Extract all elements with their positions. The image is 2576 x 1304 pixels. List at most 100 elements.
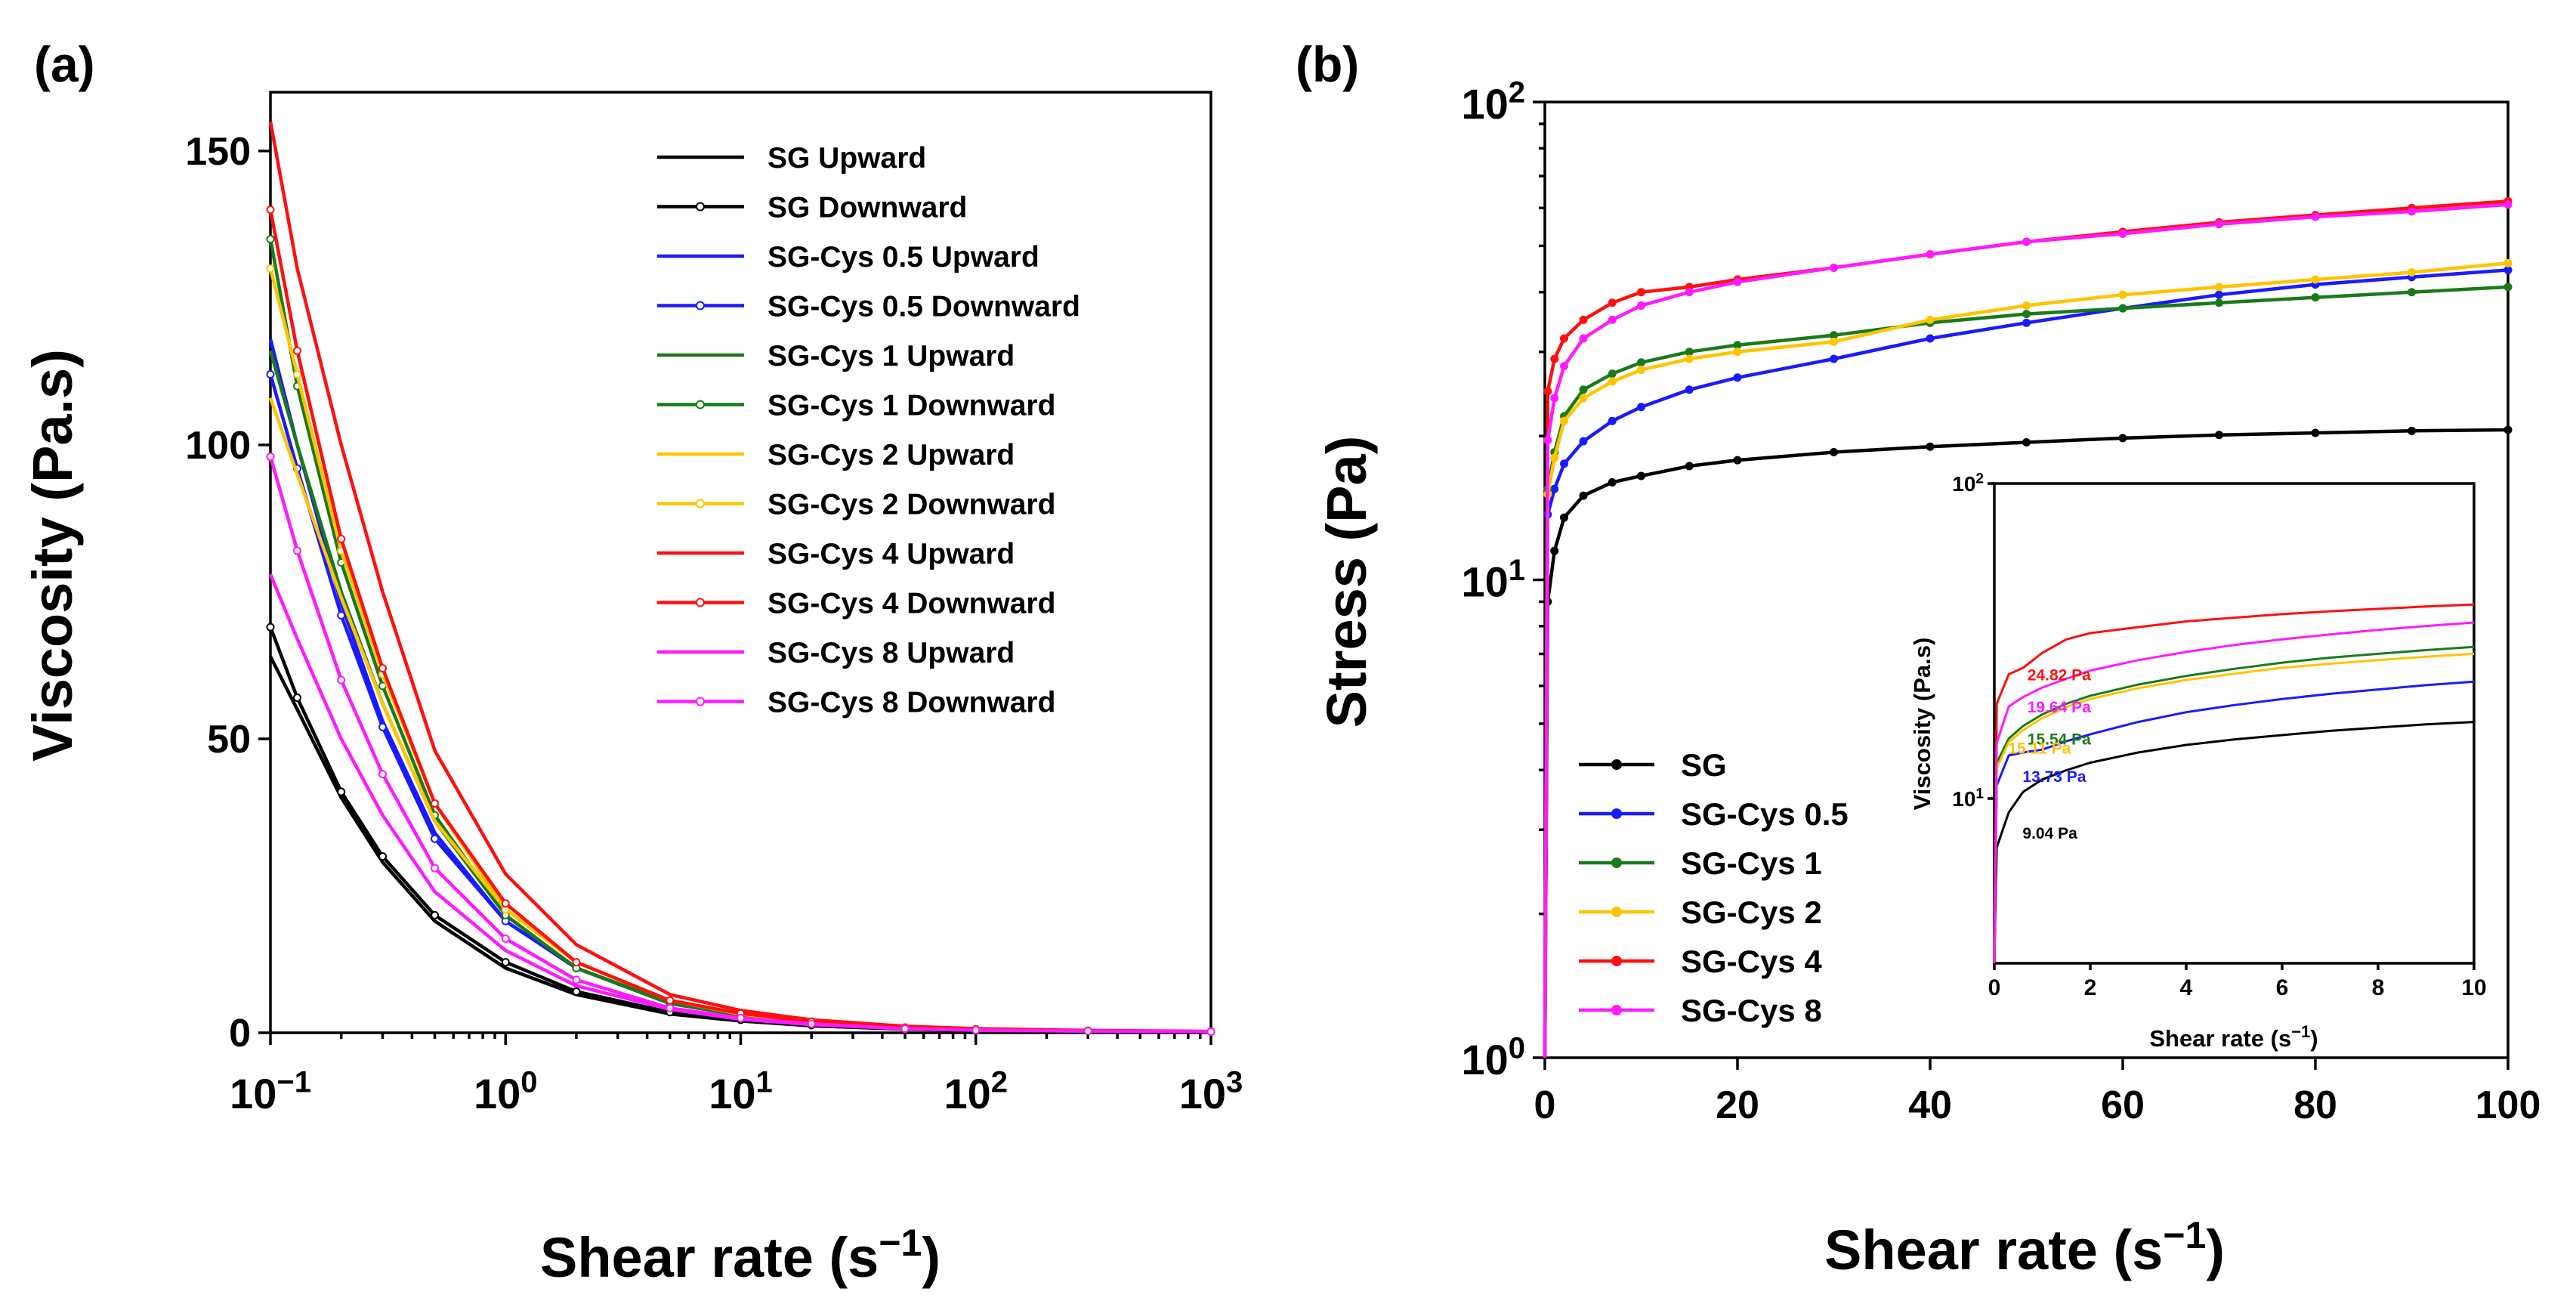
legend-label-sg-cys-8: SG-Cys 8: [1681, 993, 1822, 1028]
panel-a-x-tick-label: 100: [474, 1066, 538, 1117]
panel-a-y-tick-label: 150: [185, 130, 251, 174]
inset-y-tick-label: 101: [1952, 786, 1984, 811]
panel-b-y-tick-label: 102: [1461, 76, 1525, 128]
point-sg-cys-0-5: [2503, 265, 2513, 274]
point-sg-cys-1: [2022, 310, 2031, 319]
series-sg-cys-4-downward: [268, 209, 1212, 1034]
series-sg-cys-1-downward: [268, 239, 1212, 1034]
point-sg-cys-2: [2408, 268, 2416, 277]
panel-a-y-tick-label: 50: [207, 718, 251, 762]
panel-a-x-tick-label: 101: [709, 1066, 773, 1117]
point-sg: [1926, 442, 1935, 451]
point-sg-cys-0-5-downward: [431, 834, 440, 843]
point-sg-downward: [266, 623, 275, 632]
panel-a-x-tick-label: 103: [1179, 1066, 1243, 1117]
point-sg-cys-2: [2311, 275, 2320, 284]
point-sg: [1733, 456, 1742, 465]
legend-marker-sg-cys-2-downward: [696, 499, 705, 508]
legend-label-sg-cys-1-upward: SG-Cys 1 Upward: [768, 340, 1015, 372]
point-sg-cys-2-downward: [292, 370, 301, 379]
point-sg: [2215, 431, 2223, 440]
inset-plot-frame: [1993, 482, 2476, 965]
point-sg-cys-8: [1550, 394, 1559, 403]
point-sg-cys-0-5: [1560, 459, 1568, 468]
point-sg-cys-0-5: [1608, 416, 1617, 425]
point-sg-cys-2: [2215, 283, 2223, 292]
inset-y-tick-label: 102: [1952, 471, 1984, 496]
point-sg-cys-0-5: [1685, 385, 1694, 394]
panel-b-y-tick-label: 100: [1461, 1032, 1525, 1083]
point-sg-cys-8: [1830, 263, 1838, 272]
inset-series-sg-cys-2: [1993, 652, 2475, 964]
inset-series-sg-cys-4: [1993, 603, 2475, 964]
point-sg: [2118, 434, 2127, 443]
point-sg-cys-8: [1926, 250, 1935, 259]
point-sg-cys-8: [2503, 200, 2513, 209]
panel-a-legend: SG Upward SG Downward SG-Cys 0.5 Upward SG-…: [657, 142, 1080, 719]
point-sg-cys-4-downward: [431, 799, 440, 808]
panel-b-x-tick-label: 40: [1908, 1083, 1952, 1127]
panel-b-series: [1543, 196, 2513, 1058]
point-sg-cys-2: [1579, 394, 1588, 403]
point-sg-cys-4: [1560, 334, 1568, 343]
point-sg-cys-4-downward: [572, 958, 581, 967]
legend-label-sg-cys-1: SG-Cys 1: [1681, 845, 1822, 881]
point-sg-cys-0-5: [1550, 484, 1559, 493]
legend-marker-sg-cys-8-downward: [696, 697, 705, 706]
legend-marker-sg-cys-1: [1611, 857, 1622, 868]
inset-annotation: 19.64 Pa: [2028, 699, 2091, 716]
point-sg-cys-8: [1560, 362, 1568, 371]
inset-series: [1993, 603, 2475, 964]
point-sg-cys-4: [1579, 315, 1588, 324]
point-sg-cys-4-downward: [501, 899, 510, 908]
panel-a-x-tick-label: 10−1: [230, 1066, 311, 1117]
legend-marker-sg-cys-0-5: [1611, 808, 1622, 819]
point-sg-cys-4-downward: [378, 664, 388, 673]
legend-label-sg-cys-8-downward: SG-Cys 8 Downward: [768, 687, 1055, 719]
point-sg-cys-1: [2215, 298, 2223, 307]
point-sg-cys-8: [1543, 436, 1552, 445]
point-sg-cys-4: [1637, 288, 1645, 297]
point-sg-cys-0-5: [1579, 437, 1588, 446]
point-sg-downward: [292, 693, 301, 702]
legend-marker-sg-cys-4: [1611, 956, 1622, 966]
panel-b-x-tick-label: 100: [2476, 1083, 2541, 1127]
panel-b-x-tick-label: 0: [1534, 1083, 1556, 1127]
point-sg: [1550, 546, 1559, 555]
legend-marker-sg-cys-2: [1611, 907, 1622, 917]
legend-label-sg-cys-2-downward: SG-Cys 2 Downward: [768, 489, 1055, 521]
point-sg-cys-8-downward: [572, 975, 581, 984]
point-sg-cys-2-downward: [266, 264, 275, 273]
point-sg-cys-8: [1637, 301, 1645, 310]
point-sg-cys-4: [1608, 298, 1617, 307]
point-sg-cys-2: [1637, 366, 1645, 375]
panel-b-x-tick-label: 80: [2293, 1083, 2337, 1127]
point-sg-cys-1: [1579, 385, 1588, 394]
point-sg-cys-2: [1550, 453, 1559, 462]
legend-marker-sg-cys-1-downward: [696, 400, 705, 409]
series-sg-upward: [268, 655, 1212, 1034]
point-sg-cys-8: [1608, 315, 1617, 324]
point-sg: [1685, 462, 1694, 471]
inset-x-tick-label: 6: [2276, 975, 2289, 1000]
inset-series-sg-cys-0-5: [1993, 680, 2475, 964]
point-sg-cys-8-downward: [971, 1025, 981, 1034]
inset-annotation: 24.82 Pa: [2028, 666, 2091, 684]
panel-a-x-axis-title: Shear rate (s−1): [540, 1222, 941, 1289]
point-sg-cys-1: [1685, 348, 1694, 357]
legend-marker-sg-cys-4-downward: [696, 598, 705, 607]
legend-label-sg: SG: [1681, 747, 1727, 783]
legend-label-sg-cys-0-5-upward: SG-Cys 0.5 Upward: [768, 241, 1039, 273]
point-sg: [2311, 428, 2320, 437]
panel-a-series: [266, 121, 1215, 1036]
panel-a-y-tick-label: 0: [229, 1012, 251, 1055]
point-sg-cys-0-5: [1733, 373, 1742, 382]
point-sg-cys-8: [2408, 207, 2416, 216]
point-sg-downward: [378, 852, 388, 861]
legend-marker-sg-cys-0-5-downward: [696, 301, 705, 311]
point-sg-cys-2: [2503, 258, 2513, 267]
point-sg-cys-8-downward: [807, 1019, 816, 1028]
point-sg-cys-8: [1579, 334, 1588, 343]
